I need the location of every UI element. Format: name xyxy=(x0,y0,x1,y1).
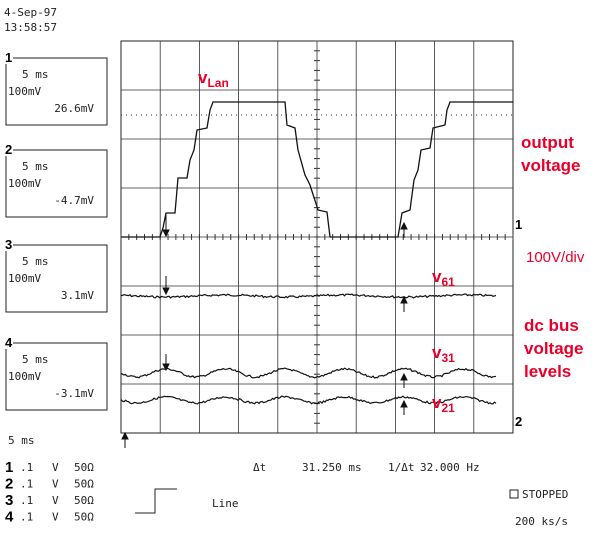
panel-timebase: 5 ms xyxy=(22,160,49,173)
panel-scale: 100mV xyxy=(8,177,41,190)
trace-marker: 2 xyxy=(515,414,522,429)
v-lan-label: vLan xyxy=(198,68,229,90)
panel-corner xyxy=(3,52,13,64)
trace-marker: 1 xyxy=(515,217,522,232)
setting-unit: V xyxy=(52,511,59,524)
setting-unit: V xyxy=(52,461,59,474)
panel-reading: -4.7mV xyxy=(54,194,94,207)
channel-settings: 1 .1 V 50Ω 2 .1 V 50Ω 3 .1 V 50Ω 4 .1 V 50Ω xyxy=(5,459,94,526)
output-trace xyxy=(121,101,513,238)
panel-timebase: 5 ms xyxy=(22,68,49,81)
setting-sensitivity: .1 xyxy=(20,461,33,474)
panel-corner xyxy=(3,239,13,251)
setting-unit: V xyxy=(52,478,59,491)
setting-impedance: 50Ω xyxy=(74,511,94,524)
setting-number: 4 xyxy=(5,509,14,526)
panel-scale: 100mV xyxy=(8,272,41,285)
bus-trace xyxy=(120,293,497,299)
channel-panel xyxy=(5,149,108,218)
panel-scale: 100mV xyxy=(8,85,41,98)
bus-trace xyxy=(120,367,497,379)
status-state: STOPPED xyxy=(522,488,568,501)
sample-rate: 200 ks/s xyxy=(515,515,568,528)
delta-t-value: 31.250 ms xyxy=(302,461,362,474)
channel-panel xyxy=(5,57,108,126)
dc-bus-label: voltage xyxy=(524,339,584,358)
dc-bus-label: levels xyxy=(524,362,571,381)
panel-timebase: 5 ms xyxy=(22,353,49,366)
bus-trace xyxy=(120,395,497,405)
setting-number: 3 xyxy=(5,492,13,509)
v-31-label: v31 xyxy=(432,343,455,365)
channel-number: 3 xyxy=(5,237,12,252)
setting-sensitivity: .1 xyxy=(20,494,33,507)
setting-impedance: 50Ω xyxy=(74,478,94,491)
scale-label: 100V/div xyxy=(526,249,585,266)
channel-number: 4 xyxy=(5,335,13,350)
cursor-arrows xyxy=(121,215,408,448)
time: 13:58:57 xyxy=(4,21,57,34)
setting-impedance: 50Ω xyxy=(74,494,94,507)
output-voltage-label: output xyxy=(521,133,574,152)
panel-reading: 3.1mV xyxy=(61,289,94,302)
frequency-value: 32.000 Hz xyxy=(420,461,480,474)
panel-reading: -3.1mV xyxy=(54,387,94,400)
trigger-source: Line xyxy=(212,497,239,510)
panel-reading: 26.6mV xyxy=(54,102,94,115)
setting-sensitivity: .1 xyxy=(20,478,33,491)
setting-number: 2 xyxy=(5,476,13,493)
graticule xyxy=(120,40,514,434)
panel-corner xyxy=(3,337,13,349)
status-box xyxy=(509,489,519,499)
channel-panel xyxy=(5,342,108,411)
traces xyxy=(120,293,497,405)
trigger-edge-icon xyxy=(135,488,177,514)
channel-panel xyxy=(5,244,108,313)
setting-number: 1 xyxy=(5,459,13,476)
output-voltage-label: voltage xyxy=(521,156,581,175)
v-61-label: v61 xyxy=(432,267,455,289)
channel-panels: 1 5 ms 100mV 26.6mV 2 5 ms 100mV -4.7mV 3 5 ms 100… xyxy=(3,50,108,411)
channel-number: 1 xyxy=(5,50,12,65)
date: 4-Sep-97 xyxy=(4,6,57,19)
channel-number: 2 xyxy=(5,142,12,157)
panel-corner xyxy=(3,144,13,156)
setting-sensitivity: .1 xyxy=(20,511,33,524)
inverse-label: 1/Δt xyxy=(388,461,415,474)
v-21-label: v21 xyxy=(432,393,455,415)
delta-t-label: Δt xyxy=(253,461,266,474)
timebase: 5 ms xyxy=(8,434,35,447)
setting-unit: V xyxy=(52,494,59,507)
panel-timebase: 5 ms xyxy=(22,255,49,268)
dc-bus-label: dc bus xyxy=(524,316,579,335)
panel-scale: 100mV xyxy=(8,370,41,383)
setting-impedance: 50Ω xyxy=(74,461,94,474)
